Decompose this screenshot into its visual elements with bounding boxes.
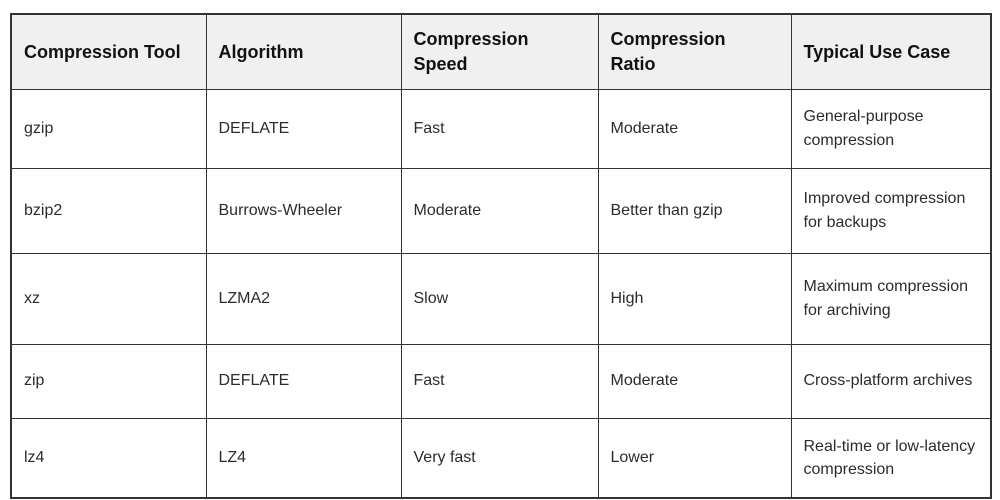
- cell-tool: zip: [10, 343, 207, 419]
- cell-algorithm: DEFLATE: [205, 88, 402, 169]
- cell-ratio: High: [597, 252, 792, 345]
- cell-algorithm: LZ4: [205, 417, 402, 499]
- cell-algorithm: Burrows-Wheeler: [205, 167, 402, 254]
- cell-ratio: Lower: [597, 417, 792, 499]
- cell-speed: Very fast: [400, 417, 599, 499]
- table-row-bzip2: bzip2 Burrows-Wheeler Moderate Better th…: [10, 167, 992, 254]
- cell-usecase: Real-time or low-latency compression: [790, 417, 992, 499]
- column-header-label: Typical Use Case: [803, 41, 951, 62]
- cell-speed: Fast: [400, 343, 599, 419]
- compression-table: Compression Tool Algorithm Compression S…: [10, 13, 992, 499]
- column-header-label: Compression Tool: [24, 41, 181, 62]
- cell-ratio: Better than gzip: [597, 167, 792, 254]
- cell-usecase: Improved compression for backups: [790, 167, 992, 254]
- cell-ratio: Moderate: [597, 88, 792, 169]
- cell-tool: lz4: [10, 417, 207, 499]
- cell-usecase: General-purpose compression: [790, 88, 992, 169]
- cell-speed: Slow: [400, 252, 599, 345]
- cell-usecase: Cross-platform archives: [790, 343, 992, 419]
- column-header-label: Compression Ratio: [610, 29, 726, 74]
- cell-tool: gzip: [10, 88, 207, 169]
- column-header-tool: Compression Tool: [10, 13, 207, 90]
- cell-tool: bzip2: [10, 167, 207, 254]
- cell-usecase: Maximum compression for archiving: [790, 252, 992, 345]
- column-header-label: Algorithm: [218, 41, 304, 62]
- cell-speed: Fast: [400, 88, 599, 169]
- table-row-lz4: lz4 LZ4 Very fast Lower Real-time or low…: [10, 417, 992, 499]
- column-header-algorithm: Algorithm: [205, 13, 402, 90]
- cell-tool: xz: [10, 252, 207, 345]
- cell-algorithm: DEFLATE: [205, 343, 402, 419]
- cell-ratio: Moderate: [597, 343, 792, 419]
- column-header-label: Compression Speed: [413, 29, 529, 74]
- header-row: Compression Tool Algorithm Compression S…: [10, 13, 992, 90]
- cell-speed: Moderate: [400, 167, 599, 254]
- table-row-xz: xz LZMA2 Slow High Maximum compression f…: [10, 252, 992, 345]
- table-row-gzip: gzip DEFLATE Fast Moderate General-purpo…: [10, 88, 992, 169]
- column-header-ratio: Compression Ratio: [597, 13, 792, 90]
- column-header-usecase: Typical Use Case: [790, 13, 992, 90]
- cell-algorithm: LZMA2: [205, 252, 402, 345]
- table-row-zip: zip DEFLATE Fast Moderate Cross-platform…: [10, 343, 992, 419]
- column-header-speed: Compression Speed: [400, 13, 599, 90]
